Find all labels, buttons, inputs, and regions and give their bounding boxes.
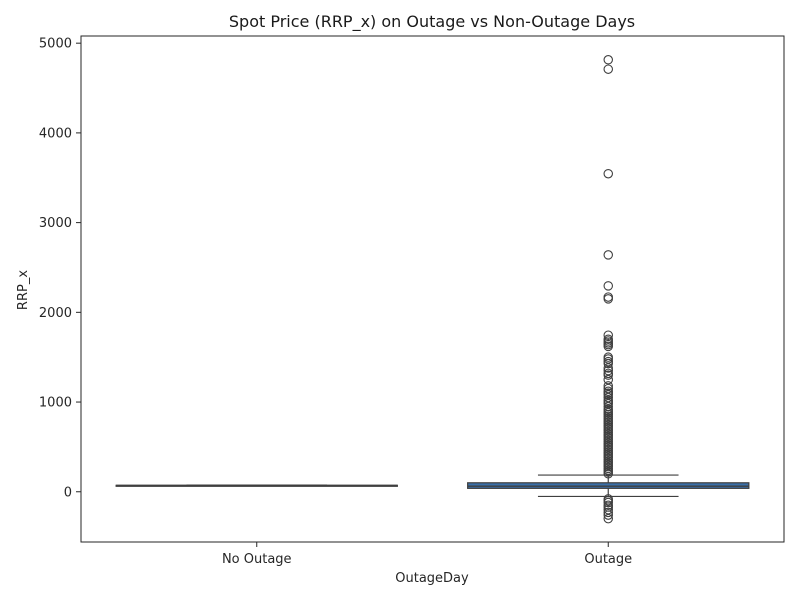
y-tick-label: 3000 — [39, 216, 72, 231]
outlier-point — [603, 383, 613, 394]
y-tick-label: 2000 — [39, 306, 72, 321]
x-axis-title: OutageDay — [395, 571, 469, 586]
outlier-point — [603, 64, 613, 74]
outlier-point — [603, 250, 613, 260]
outlier-point — [603, 469, 613, 479]
y-tick-label: 1000 — [39, 396, 72, 411]
outlier-point — [603, 510, 613, 520]
outlier-point — [603, 354, 613, 364]
axes-frame — [80, 35, 785, 543]
y-tick-label: 0 — [64, 485, 72, 500]
outlier-point — [603, 370, 613, 380]
outlier-point — [603, 390, 613, 400]
outlier-point — [603, 497, 613, 508]
outlier-point — [603, 504, 613, 515]
box-outage — [467, 55, 750, 524]
x-tick-label: No Outage — [222, 552, 292, 567]
outlier-point — [603, 399, 613, 409]
box-no-outage — [115, 484, 398, 487]
outlier-point — [603, 294, 613, 304]
y-axis: 0 1000 2000 3000 4000 5000 — [39, 37, 81, 500]
outlier-point — [603, 507, 613, 518]
outlier-point — [603, 363, 613, 373]
outlier-point — [603, 168, 613, 179]
outlier-point — [603, 374, 613, 385]
outlier-point — [603, 330, 613, 340]
x-tick-label: Outage — [584, 552, 632, 567]
y-tick-label: 4000 — [39, 126, 72, 141]
outlier-point — [603, 281, 613, 291]
outlier-point — [603, 381, 613, 391]
outlier-point — [603, 365, 613, 376]
outlier-point — [603, 392, 613, 403]
outlier-point — [603, 55, 613, 65]
y-axis-title: RRP_x — [16, 270, 31, 310]
outlier-point — [603, 341, 613, 352]
outlier-point — [603, 358, 613, 369]
y-tick-label: 5000 — [39, 37, 72, 52]
plot-area — [115, 55, 750, 524]
outlier-point — [603, 513, 613, 524]
x-axis: No Outage Outage — [222, 542, 632, 567]
chart-title: Spot Price (RRP_x) on Outage vs Non-Outa… — [229, 12, 635, 32]
